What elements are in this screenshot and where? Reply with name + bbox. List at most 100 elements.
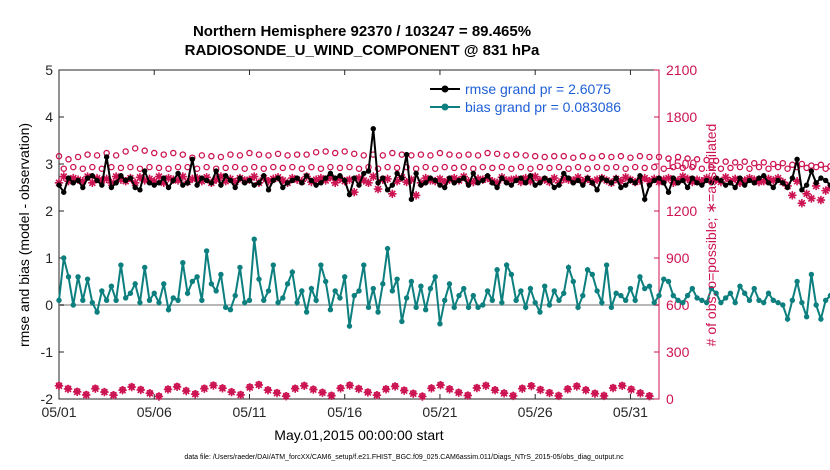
rmse-point — [75, 177, 81, 184]
bias-point — [118, 262, 124, 268]
obs-possible-point — [817, 161, 825, 169]
obs-possible-point — [508, 165, 515, 172]
obs-possible-point — [93, 152, 101, 159]
bias-point — [108, 283, 115, 289]
rmse-point — [137, 187, 143, 193]
rmse-point — [365, 168, 372, 174]
bias-point — [751, 285, 757, 292]
obs-possible-point — [641, 164, 648, 172]
bias-point — [713, 290, 719, 296]
legend-bias-marker — [441, 103, 449, 111]
obs-assimilated-point — [59, 172, 68, 181]
bias-point — [318, 262, 324, 268]
obs-possible-point — [450, 164, 458, 172]
bias-point — [280, 295, 286, 301]
rmse-point — [665, 189, 672, 195]
obs-possible-point — [474, 152, 482, 159]
obs-possible-point — [722, 158, 729, 165]
rmse-point — [99, 182, 105, 188]
obs-assimilated-point — [750, 175, 759, 184]
rmse-point — [818, 175, 824, 181]
obs-possible-point — [727, 164, 734, 172]
rmse-point — [370, 126, 376, 132]
bias-point — [456, 292, 462, 299]
bias-point — [332, 288, 338, 294]
obs-low-assimilated-point — [172, 382, 182, 391]
obs-possible-point — [536, 163, 544, 171]
bias-point — [546, 302, 553, 308]
bias-point — [156, 299, 162, 306]
obs-low-assimilated-point — [118, 386, 127, 395]
obs-low-assimilated-point — [627, 385, 636, 394]
obs-low-assimilated-point — [154, 392, 164, 401]
obs-possible-point — [622, 165, 629, 172]
rmse-point — [337, 173, 343, 179]
bias-point — [284, 281, 291, 287]
obs-low-assimilated-point — [290, 384, 300, 393]
rmse-point — [461, 175, 467, 181]
obs-assimilated-point — [654, 177, 664, 187]
bias-point — [451, 304, 457, 311]
obs-assimilated-point — [797, 198, 807, 208]
obs-assimilated-point — [659, 175, 668, 184]
obs-possible-point — [246, 149, 253, 157]
rmse-point — [775, 177, 781, 184]
bias-point — [565, 264, 572, 271]
obs-low-assimilated-point — [454, 388, 463, 397]
rmse-point — [803, 182, 810, 188]
rmse-point — [522, 180, 529, 186]
bias-point — [575, 304, 581, 311]
bias-point — [137, 299, 143, 306]
bias-point — [175, 297, 181, 303]
bias-point — [65, 274, 72, 280]
obs-possible-point — [665, 155, 672, 162]
obs-assimilated-point — [159, 178, 168, 187]
obs-possible-point — [522, 152, 529, 159]
obs-possible-point — [270, 163, 277, 171]
bias-point — [499, 299, 505, 306]
rmse-point — [565, 175, 572, 181]
rmse-point — [342, 177, 348, 184]
obs-low-assimilated-point — [91, 384, 100, 393]
y-tick-label: 0 — [45, 297, 53, 313]
bias-point — [132, 281, 138, 287]
x-axis: 05/01 05/06 05/11 05/16 05/21 05/26 05/31 — [41, 70, 648, 420]
obs-assimilated-point — [821, 186, 830, 195]
rmse-point — [789, 175, 796, 181]
obs-assimilated-point — [764, 174, 773, 184]
rmse-point — [303, 173, 310, 179]
obs-possible-point — [670, 163, 677, 171]
rmse-point — [332, 175, 338, 181]
obs-possible-point — [79, 165, 87, 172]
rmse-point — [813, 180, 819, 186]
bias-point — [489, 297, 496, 303]
bias-point — [494, 267, 500, 273]
rmse-point — [551, 184, 557, 191]
bias-point — [446, 281, 453, 287]
obs-possible-point — [541, 153, 548, 161]
bias-point — [270, 262, 276, 268]
obs-assimilated-point — [178, 172, 188, 181]
obs-possible-point — [798, 160, 806, 168]
obs-low-assimilated-point — [281, 391, 291, 401]
obs-low-assimilated-point — [572, 382, 581, 391]
obs-low-assimilated-point — [145, 389, 155, 398]
rmse-point — [761, 173, 767, 179]
obs-low-assimilated-point — [508, 391, 518, 401]
rmse-point — [356, 182, 362, 188]
obs-possible-point — [579, 152, 587, 160]
bias-point — [427, 285, 434, 292]
obs-assimilated-point — [669, 178, 678, 187]
obs-low-assimilated-point — [336, 384, 345, 393]
obs-low-assimilated-point — [481, 381, 491, 391]
rmse-point — [94, 177, 100, 184]
rmse-point — [622, 182, 629, 188]
rmse-point — [780, 180, 786, 186]
obs-possible-point — [117, 164, 125, 172]
rmse-point — [732, 184, 738, 191]
rmse-point — [237, 175, 243, 181]
bias-point — [746, 297, 753, 303]
obs-assimilated-point — [411, 191, 421, 200]
obs-low-assimilated-point — [136, 385, 145, 395]
